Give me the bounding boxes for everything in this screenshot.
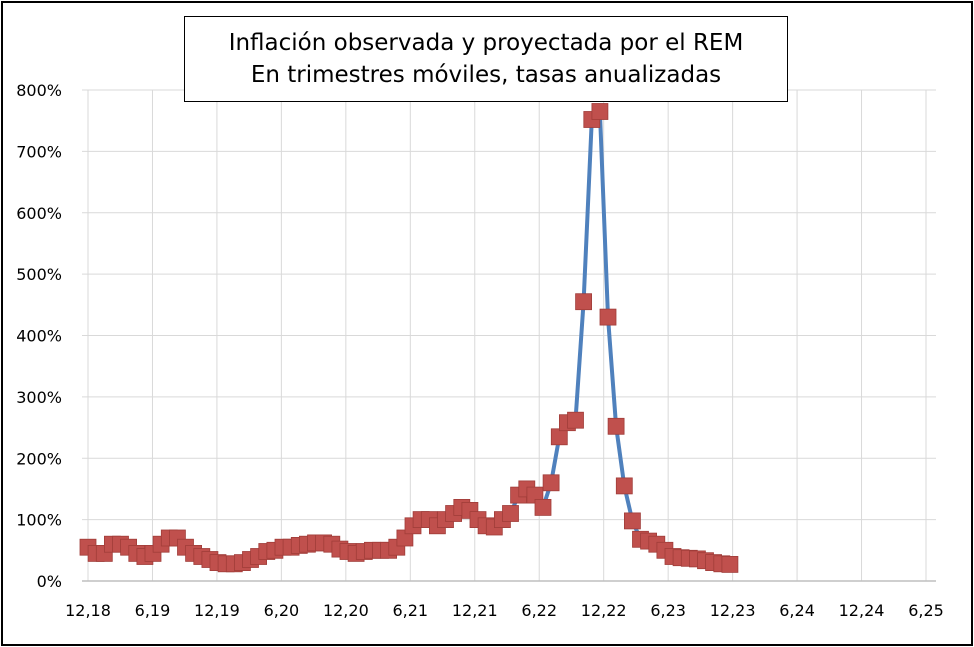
x-tick-label: 6,20 (264, 601, 300, 620)
data-point-marker (607, 417, 625, 435)
data-point-marker (550, 428, 568, 446)
x-tick-label: 12,23 (710, 601, 756, 620)
y-tick-label: 100% (16, 511, 62, 530)
x-tick-label: 6,19 (135, 601, 171, 620)
x-tick-label: 6,21 (392, 601, 428, 620)
x-tick-label: 12,24 (839, 601, 885, 620)
data-point-marker (624, 512, 641, 530)
y-tick-label: 0% (37, 572, 62, 591)
x-tick-label: 6,22 (521, 601, 557, 620)
series-line (86, 109, 731, 567)
chart-subtitle: En trimestres móviles, tasas anualizadas (250, 62, 722, 88)
data-point-marker (721, 556, 739, 573)
x-tick-label: 12,21 (452, 601, 498, 620)
x-axis-ticks: 12,18 6,19 12,19 6,20 12,20 6,21 12,21 6,22 12,2… (65, 601, 944, 620)
data-point-marker (591, 103, 609, 120)
x-tick-label: 12,22 (581, 601, 627, 620)
y-tick-label: 500% (16, 265, 62, 284)
x-tick-label: 6,25 (908, 601, 944, 620)
data-point-marker (567, 411, 584, 429)
data-point-marker (575, 293, 592, 311)
series-markers (79, 103, 739, 573)
y-axis-ticks: 0% 100% 200% 300% 400% 500% 600% 700% 800% (16, 81, 62, 591)
y-tick-label: 600% (16, 204, 62, 223)
x-tick-label: 6,23 (650, 601, 686, 620)
data-point-marker (542, 474, 560, 492)
chart-title: Inflación observada y proyectada por el … (228, 30, 744, 56)
y-tick-label: 400% (16, 327, 62, 346)
data-point-marker (502, 505, 519, 522)
x-tick-label: 12,19 (194, 601, 240, 620)
data-point-marker (615, 477, 633, 495)
x-tick-label: 6,24 (779, 601, 815, 620)
x-tick-label: 12,18 (65, 601, 111, 620)
data-point-marker (534, 498, 552, 516)
chart-title-box: Inflación observada y proyectada por el … (184, 16, 788, 102)
y-tick-label: 200% (16, 449, 62, 468)
y-tick-label: 700% (16, 142, 62, 161)
y-tick-label: 300% (16, 388, 62, 407)
data-point-marker (599, 308, 617, 326)
x-tick-label: 12,20 (323, 601, 369, 620)
y-tick-label: 800% (16, 81, 62, 100)
